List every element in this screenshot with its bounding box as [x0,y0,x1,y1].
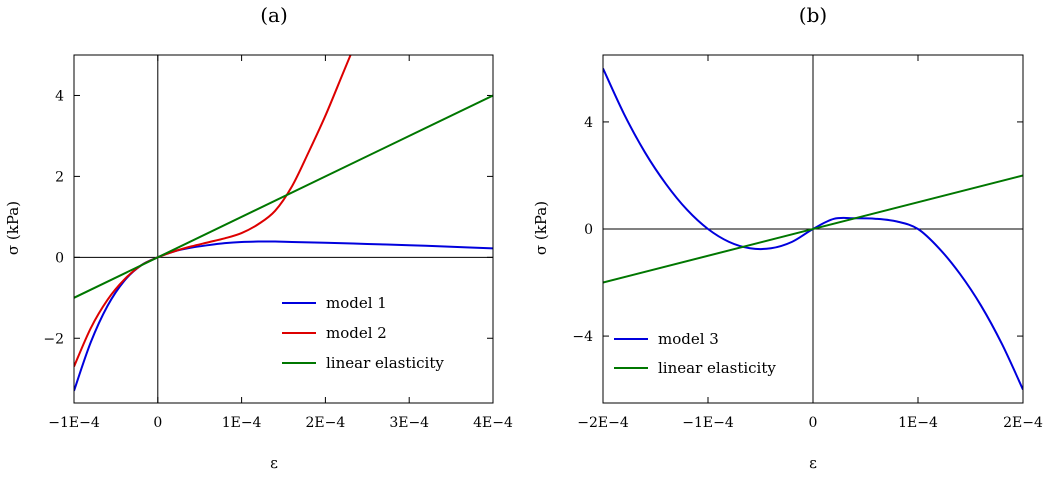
legend-label-model-1: model 1 [326,294,387,312]
y-tick-label: −4 [572,329,593,345]
panel-a-series [74,55,493,392]
panel-a-xlabel: ε [270,454,278,472]
x-tick-label: 0 [809,415,818,431]
x-tick-label: −1E−4 [682,415,734,431]
x-tick-label: −1E−4 [48,415,100,431]
panel-a-ticks [73,55,494,403]
panel-a-zero-lines [74,55,493,403]
panel-b-title: (b) [799,3,827,27]
y-tick-label: 2 [55,169,64,185]
series-line-model-2 [74,55,352,367]
panel-b-series [603,67,1023,391]
legend-item-linear-elasticity: linear elasticity [282,354,444,372]
legend-label-model-3: model 3 [658,330,719,348]
x-tick-label: 2E−4 [306,415,346,431]
panel-b-ylabel: σ (kPa) [532,201,550,255]
y-tick-label: −2 [43,331,64,347]
series-line-linear-elasticity [603,174,1023,284]
x-tick-label: 1E−4 [222,415,262,431]
series-line-linear-elasticity [74,94,493,299]
x-tick-label: 1E−4 [898,415,938,431]
panel-b-frame [602,54,1024,404]
legend-item-model-2: model 2 [282,324,387,342]
legend-item-model-1: model 1 [282,294,387,312]
panel-a-frame [73,54,494,404]
y-tick-label: 0 [584,222,593,238]
x-tick-label: −2E−4 [577,415,629,431]
legend-item-model-3: model 3 [614,330,719,348]
panel-b-legend: model 3 linear elasticity [614,330,776,377]
panel-b-xlabel: ε [809,454,817,472]
x-tick-label: 3E−4 [389,415,429,431]
x-tick-label: 4E−4 [473,415,513,431]
legend-label-linear-elasticity-b: linear elasticity [658,359,776,377]
panel-b: (b) σ (kPa) ε −2E−4 −1E−4 0 1E−4 2E−4 −4 0 4 mo… [532,3,1043,472]
panel-a-legend: model 1 model 2 linear elasticity [282,294,444,372]
legend-label-linear-elasticity: linear elasticity [326,354,444,372]
y-tick-label: 4 [584,115,593,131]
panel-a-title: (a) [260,3,288,27]
panel-a-ylabel: σ (kPa) [4,201,22,255]
legend-item-linear-elasticity-b: linear elasticity [614,359,776,377]
x-tick-label: 2E−4 [1003,415,1043,431]
legend-label-model-2: model 2 [326,324,387,342]
panel-b-tick-labels: −2E−4 −1E−4 0 1E−4 2E−4 −4 0 4 [572,115,1043,431]
panel-a: (a) σ (kPa) ε −1E−4 0 1E−4 2E−4 3E−4 4E−4 −2 0 2… [4,3,513,472]
y-tick-label: 0 [55,250,64,266]
panel-a-tick-labels: −1E−4 0 1E−4 2E−4 3E−4 4E−4 −2 0 2 4 [43,88,513,431]
x-tick-label: 0 [153,415,162,431]
y-tick-label: 4 [55,88,64,104]
